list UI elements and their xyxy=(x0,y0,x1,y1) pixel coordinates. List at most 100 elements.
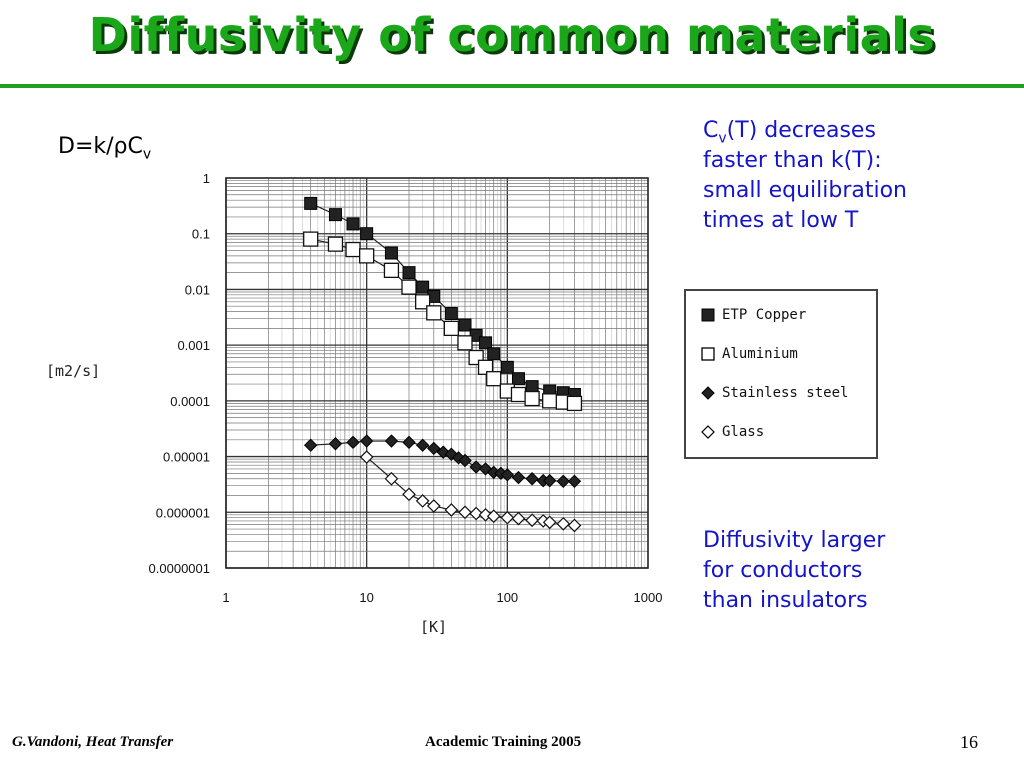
data-point-copper xyxy=(360,227,374,241)
legend-label-glass: Glass xyxy=(722,424,765,440)
data-point-copper xyxy=(525,380,539,394)
data-point-copper xyxy=(304,196,318,210)
formula-main: D=k/ xyxy=(58,134,114,159)
data-point-glass xyxy=(511,511,526,526)
y-tick-label: 0.1 xyxy=(192,227,210,242)
data-point-glass xyxy=(567,518,582,533)
data-point-copper xyxy=(479,336,493,350)
data-point-glass xyxy=(384,471,399,486)
data-point-glass xyxy=(415,494,430,508)
legend-label-copper: ETP Copper xyxy=(722,307,807,323)
data-point-aluminium xyxy=(303,231,319,247)
data-point-glass xyxy=(542,515,557,530)
x-axis-label: [K] xyxy=(420,618,448,636)
x-tick-label: 1000 xyxy=(634,590,663,605)
data-point-aluminium xyxy=(542,393,558,409)
note1-line2: faster than k(T): xyxy=(703,148,882,173)
note2-line1: Diffusivity larger xyxy=(703,528,886,553)
data-point-glass xyxy=(469,506,483,521)
footer-event: Academic Training 2005 xyxy=(425,734,582,750)
data-point-aluminium xyxy=(477,359,494,375)
data-point-stainless xyxy=(427,441,441,456)
x-tick-label: 100 xyxy=(496,590,518,605)
data-point-glass xyxy=(500,510,515,525)
data-point-aluminium xyxy=(327,236,344,252)
note1-line1: (T) decreases xyxy=(726,118,876,143)
data-point-stainless xyxy=(359,434,374,448)
diffusivity-formula: D=k/ρCv xyxy=(58,134,151,162)
data-point-aluminium xyxy=(510,386,527,403)
note-conductors: Diffusivity larger for conductors than i… xyxy=(703,526,1013,616)
y-tick-label: 0.01 xyxy=(185,282,210,297)
data-point-aluminium xyxy=(486,371,502,387)
note1-line3: small equilibration xyxy=(703,178,908,203)
data-point-copper xyxy=(444,306,458,320)
legend-item-stainless: Stainless steel xyxy=(700,385,848,401)
note2-line3: than insulators xyxy=(703,588,868,613)
note2-line2: for conductors xyxy=(703,558,863,583)
data-point-stainless xyxy=(328,437,343,451)
note1-sub: v xyxy=(718,130,727,147)
data-point-glass xyxy=(525,513,539,528)
note1-c: C xyxy=(703,118,719,143)
legend-label-stainless: Stainless steel xyxy=(722,385,849,401)
page-number: 16 xyxy=(960,732,978,752)
data-point-stainless xyxy=(556,474,571,488)
data-point-glass xyxy=(486,509,501,524)
data-point-glass xyxy=(556,517,571,531)
data-point-stainless xyxy=(384,434,399,448)
data-point-aluminium xyxy=(524,390,540,407)
filled-square-marker-icon xyxy=(701,308,715,322)
data-point-stainless xyxy=(303,438,318,452)
legend-item-aluminium: Aluminium xyxy=(700,346,798,362)
filled-diamond-marker-icon xyxy=(701,386,715,400)
data-point-glass xyxy=(359,450,374,464)
y-tick-label: 0.001 xyxy=(177,338,210,353)
legend-item-copper: ETP Copper xyxy=(700,307,806,323)
data-point-stainless xyxy=(469,460,483,474)
data-point-copper xyxy=(500,360,514,374)
open-square-marker-icon xyxy=(701,347,715,361)
data-point-copper xyxy=(416,280,430,294)
data-point-aluminium xyxy=(359,248,375,264)
legend-label-aluminium: Aluminium xyxy=(722,346,798,362)
data-point-stainless xyxy=(346,435,360,450)
data-point-aluminium xyxy=(345,241,361,258)
series-line xyxy=(310,202,575,396)
slide-title: Diffusivity of common materials xyxy=(88,8,936,62)
data-point-glass xyxy=(426,499,441,513)
data-point-stainless xyxy=(567,474,582,488)
data-point-copper xyxy=(402,266,416,280)
open-diamond-marker-icon xyxy=(701,425,715,439)
data-point-aluminium xyxy=(457,335,473,351)
data-point-stainless xyxy=(542,473,557,488)
data-point-glass xyxy=(458,505,472,520)
footer-author: G.Vandoni, Heat Transfer xyxy=(12,734,174,750)
data-point-stainless xyxy=(511,470,526,485)
data-point-aluminium xyxy=(383,262,400,279)
x-tick-label: 1 xyxy=(222,590,229,605)
data-point-copper xyxy=(346,217,360,231)
y-tick-label: 0.0000001 xyxy=(149,561,210,576)
formula-sub: v xyxy=(142,146,152,163)
y-tick-label: 1 xyxy=(203,171,210,186)
formula-c: C xyxy=(127,134,143,159)
data-point-aluminium xyxy=(401,279,417,295)
data-point-stainless xyxy=(415,438,430,452)
data-point-stainless xyxy=(500,468,515,482)
y-axis-label: [m2/s] xyxy=(46,362,101,380)
note1-line4: times at low T xyxy=(703,208,859,233)
data-point-aluminium xyxy=(443,320,460,337)
data-point-copper xyxy=(458,318,472,332)
data-point-stainless xyxy=(458,453,472,468)
note-heat-capacity: Cv(T) decreases faster than k(T): small … xyxy=(703,116,1013,236)
y-tick-label: 0.00001 xyxy=(163,450,210,465)
data-point-copper xyxy=(511,372,525,386)
data-point-copper xyxy=(384,246,398,260)
legend-item-glass: Glass xyxy=(700,424,764,440)
data-point-aluminium xyxy=(566,395,583,412)
plot-frame xyxy=(225,177,649,569)
y-tick-label: 0.000001 xyxy=(156,505,210,520)
formula-rho: ρ xyxy=(113,134,128,159)
